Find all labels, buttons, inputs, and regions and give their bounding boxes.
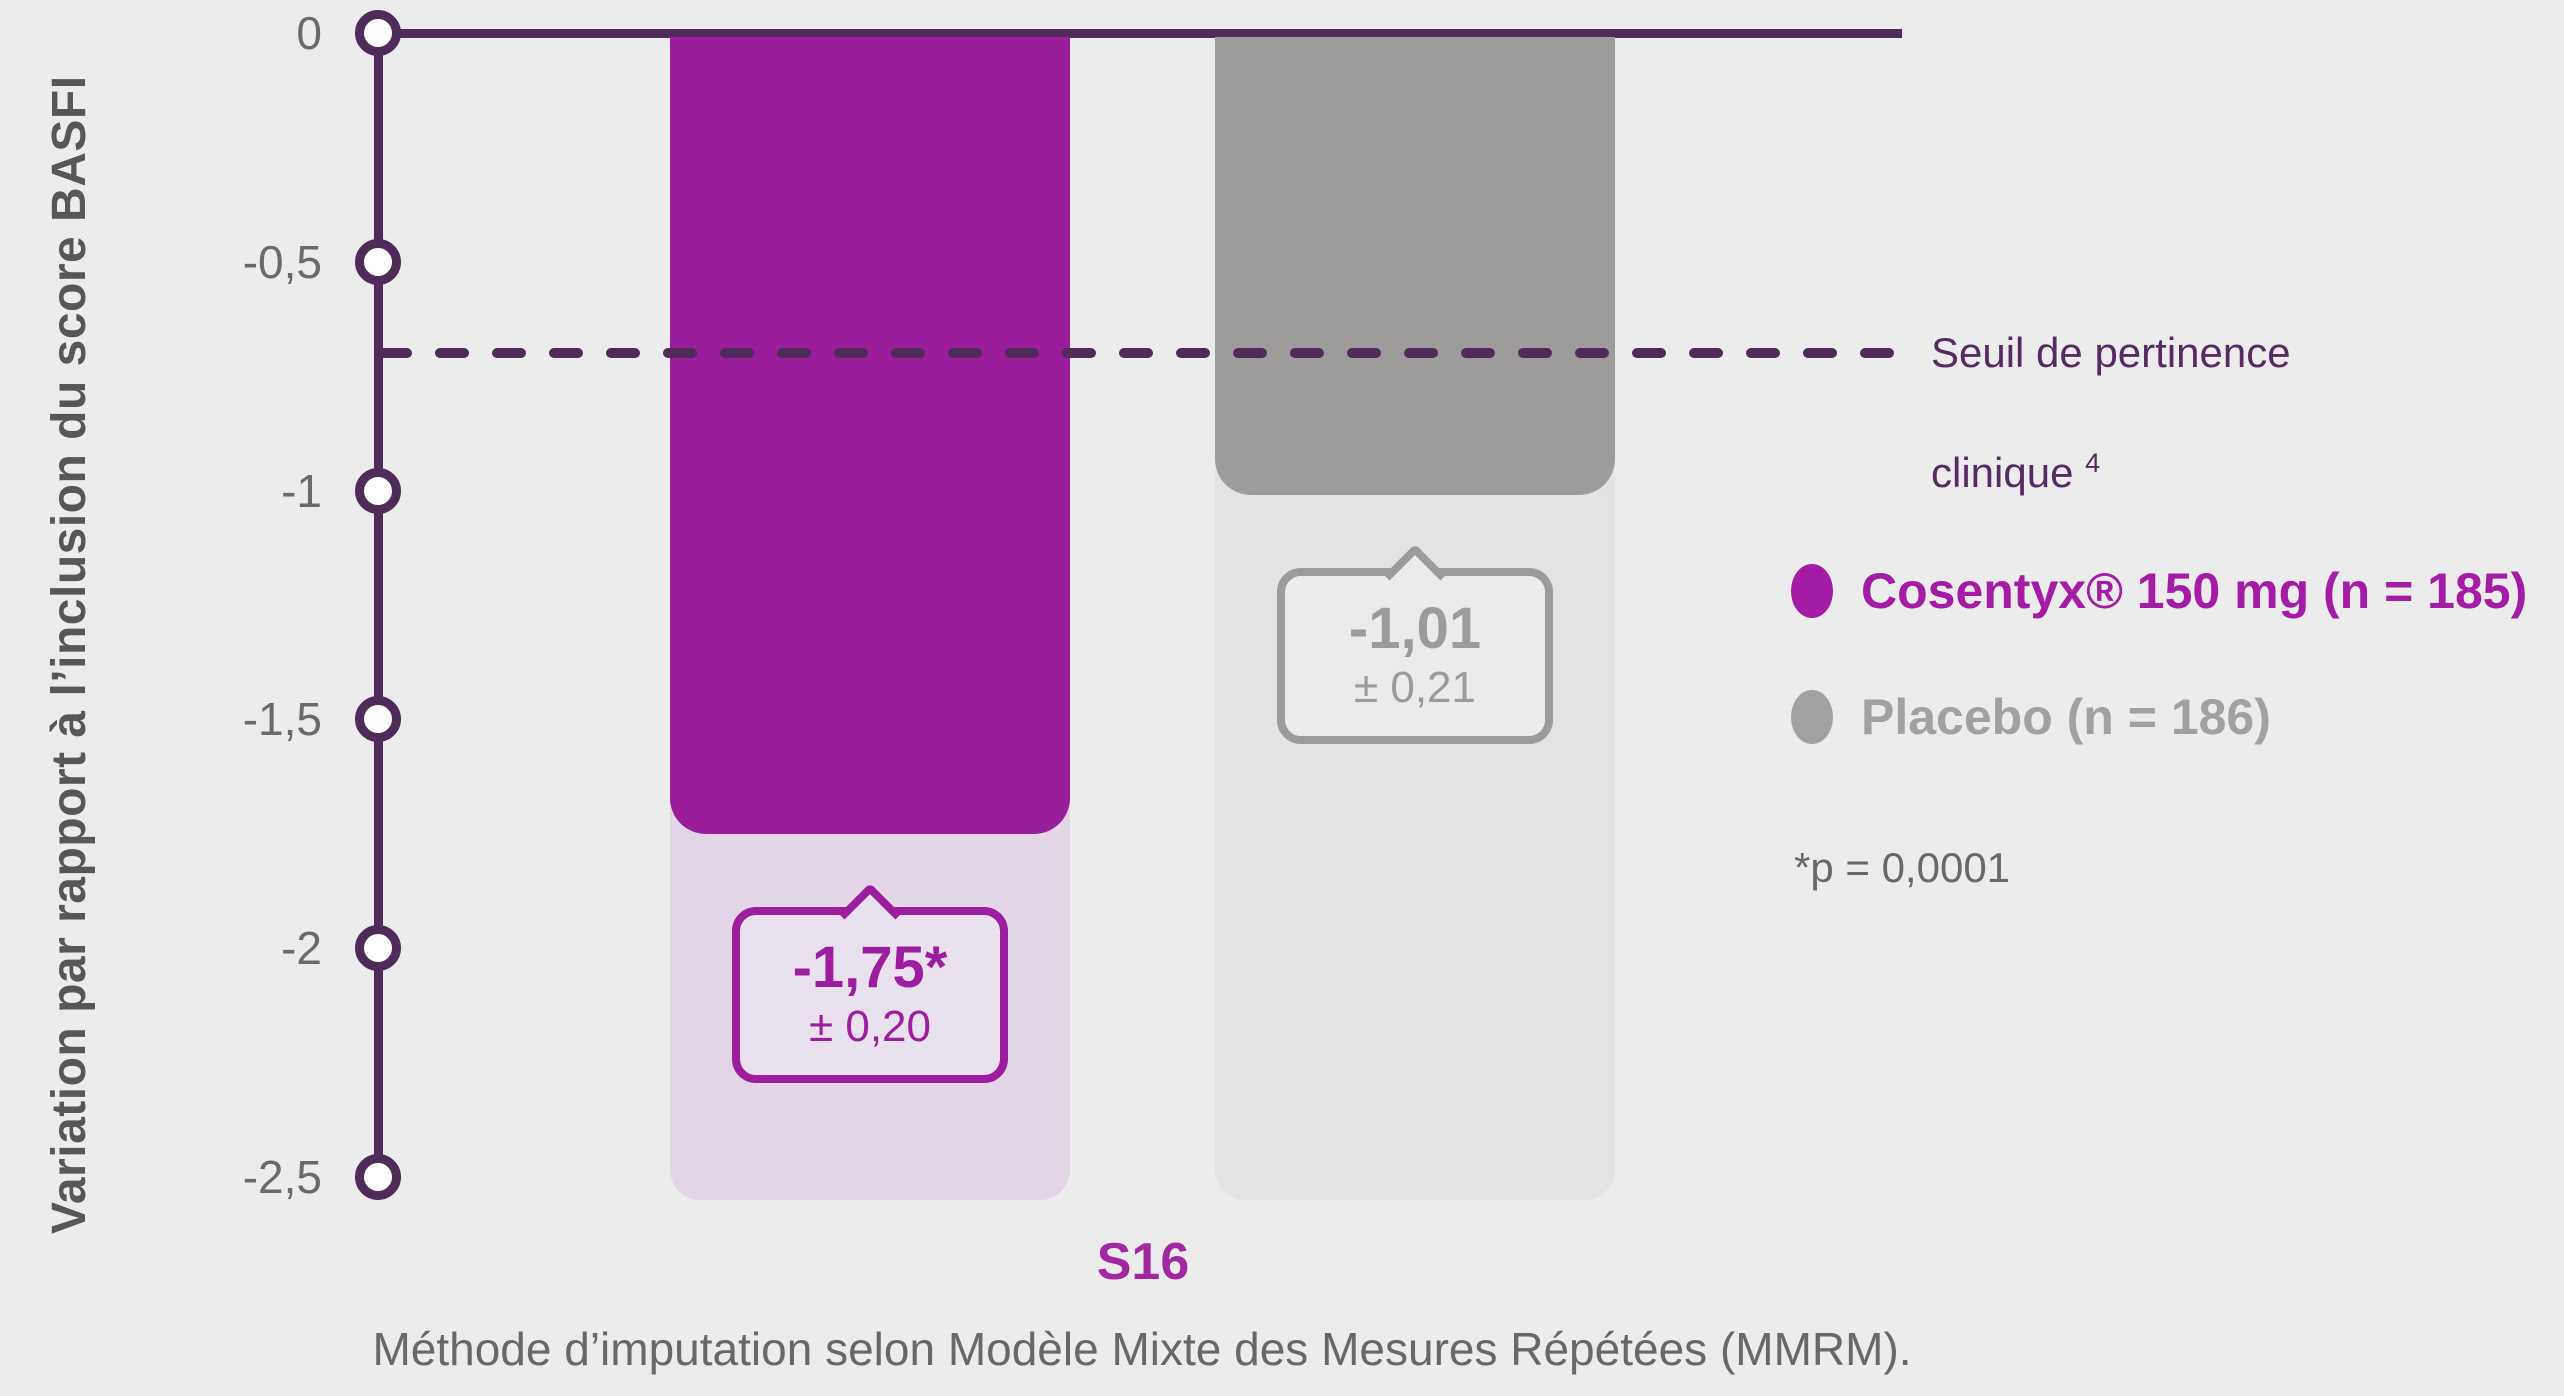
y-tick-marker-icon [355,238,401,285]
legend-dot-placebo-icon [1791,690,1833,744]
y-tick-label: 0 [296,7,322,59]
significance-note: *p = 0,0001 [1794,844,2011,891]
legend-label-cosentyx: Cosentyx® 150 mg (n = 185) [1861,563,2528,619]
y-tick-label: -2 [281,922,322,975]
y-tick-marker-icon [355,696,401,743]
x-axis-category-label: S16 [1096,1233,1190,1291]
bar-cosentyx [670,37,1070,834]
footnote: Méthode d’imputation selon Modèle Mixte … [372,1323,1912,1375]
value-label-placebo: -1,01 [1348,596,1482,662]
legend-dot-cosentyx-icon [1791,564,1833,618]
y-tick-label: -1,5 [242,693,322,746]
bar-placebo [1215,37,1615,496]
legend: Cosentyx® 150 mg (n = 185) Placebo (n = … [1791,528,2527,780]
y-tick-marker-icon [355,925,401,972]
error-label-cosentyx: ± 0,20 [808,1001,931,1051]
y-tick-label: -2,5 [242,1151,322,1203]
threshold-label: Seuil de pertinence clinique 4 [1931,298,2291,518]
legend-label-placebo: Placebo (n = 186) [1861,689,2271,745]
zero-baseline [378,29,1902,38]
threshold-dashed-line [378,348,1902,359]
value-callout-placebo: -1,01 ± 0,21 [1277,544,1553,745]
value-callout-cosentyx: -1,75* ± 0,20 [732,882,1008,1083]
y-axis-line [374,33,383,1177]
error-label-placebo: ± 0,21 [1353,663,1476,713]
threshold-reference-superscript: 4 [2085,448,2101,478]
threshold-label-line2-text: clinique [1931,449,2074,496]
value-label-cosentyx: -1,75* [792,934,948,1000]
legend-item-placebo: Placebo (n = 186) [1791,654,2527,780]
y-tick-marker-icon [355,10,401,56]
threshold-label-line1: Seuil de pertinence [1931,329,2291,376]
threshold-label-line2: clinique 4 [1931,408,2291,518]
y-tick-marker-icon [355,467,401,514]
y-tick-label: -0,5 [242,235,322,288]
y-tick-label: -1 [281,464,322,517]
y-tick-marker-icon [355,1154,401,1200]
legend-item-cosentyx: Cosentyx® 150 mg (n = 185) [1791,528,2527,654]
